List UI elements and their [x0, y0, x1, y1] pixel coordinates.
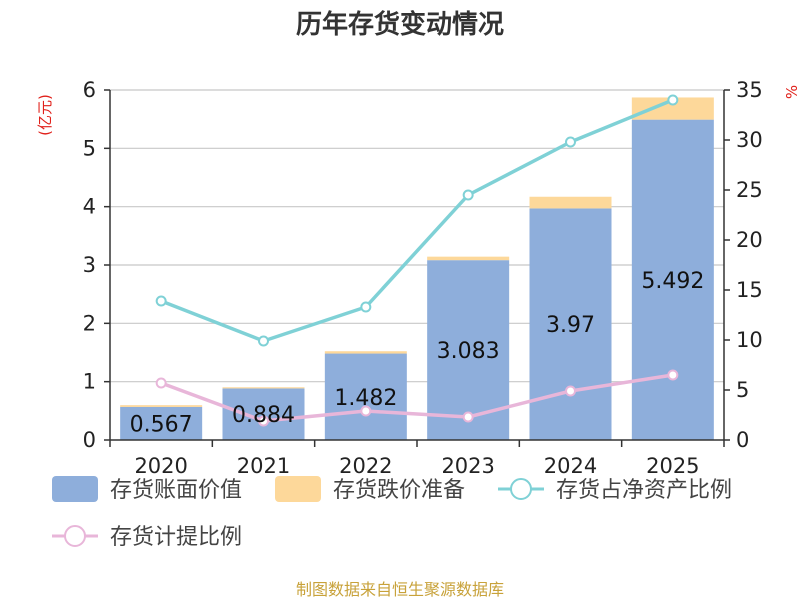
net-asset-ratio-point [360, 301, 372, 313]
bar-data-label: 3.97 [546, 313, 595, 338]
right-tick-label: 15 [736, 278, 763, 302]
x-tick-label: 2025 [646, 454, 699, 478]
right-tick-label: 30 [736, 128, 763, 152]
bar-data-label: 0.884 [232, 403, 295, 428]
legend-provision-ratio[interactable]: 存货计提比例 [52, 525, 242, 550]
legend-book-value[interactable]: 存货账面价值 [52, 476, 242, 503]
left-tick-label: 2 [83, 311, 96, 335]
series-lines [155, 94, 679, 427]
net-asset-ratio-point [667, 94, 679, 106]
legend-swatch-marker [64, 525, 86, 547]
net-asset-ratio-point [258, 335, 269, 347]
left-tick-label: 3 [83, 253, 96, 277]
left-tick-label: 0 [83, 428, 96, 452]
legend-swatch [275, 476, 321, 502]
legend-swatch [52, 476, 98, 502]
left-tick-label: 5 [83, 136, 96, 160]
legend-impairment[interactable]: 存货跌价准备 [275, 476, 465, 503]
right-axis-unit: % [783, 85, 800, 99]
bar-impairment [222, 387, 305, 389]
x-tick-label: 2024 [544, 454, 597, 478]
bar-impairment [427, 256, 510, 261]
left-tick-label: 4 [83, 195, 96, 219]
provision-ratio-point [258, 415, 269, 427]
legend-label: 存货账面价值 [110, 478, 242, 503]
data-labels: 0.567 0.884 1.482 3.083 3.97 5.492 [130, 269, 705, 438]
net-asset-ratio-point [462, 189, 474, 201]
data-source-note: 制图数据来自恒生聚源数据库 [296, 580, 504, 599]
bar-book-value [631, 119, 714, 440]
left-axis-unit: (亿元) [36, 94, 54, 136]
legend-net-asset-ratio[interactable]: 存货占净资产比例 [498, 478, 732, 503]
provision-ratio-point [462, 411, 474, 423]
x-tick-label: 2023 [441, 454, 494, 478]
provision-ratio-line [160, 373, 674, 423]
bar-impairment [631, 97, 714, 120]
legend-label: 存货跌价准备 [333, 478, 465, 503]
legend-label: 存货占净资产比例 [556, 478, 732, 503]
provision-ratio-point [667, 369, 679, 381]
bar-book-value [222, 388, 305, 440]
bars [120, 97, 714, 440]
x-tick-label: 2022 [339, 454, 392, 478]
x-tick-label: 2020 [134, 454, 187, 478]
bar-data-label: 0.567 [130, 412, 193, 437]
left-tick-label: 6 [83, 78, 96, 102]
bar-data-label: 3.083 [437, 339, 500, 364]
bar-impairment [529, 196, 612, 209]
provision-ratio-point [360, 405, 372, 417]
chart-title: 历年存货变动情况 [296, 9, 504, 40]
right-tick-label: 25 [736, 178, 763, 202]
right-tick-label: 10 [736, 328, 763, 352]
bar-book-value [120, 406, 203, 440]
net-asset-ratio-point [565, 136, 576, 148]
right-tick-label: 5 [736, 378, 749, 402]
right-tick-label: 20 [736, 228, 763, 252]
right-tick-label: 0 [736, 428, 749, 452]
net-asset-ratio-line [160, 98, 674, 343]
bar-data-label: 1.482 [334, 386, 397, 411]
legend-label: 存货计提比例 [110, 525, 242, 550]
provision-ratio-point [155, 377, 167, 389]
x-tick-label: 2021 [237, 454, 290, 478]
bar-book-value [529, 208, 612, 440]
legend-swatch-marker [510, 478, 532, 500]
bar-impairment [120, 405, 203, 407]
left-tick-label: 1 [83, 370, 96, 394]
bar-impairment [324, 351, 407, 354]
bar-data-label: 5.492 [641, 269, 704, 294]
net-asset-ratio-point [155, 295, 167, 307]
bar-book-value [324, 353, 407, 440]
right-tick-label: 35 [736, 78, 763, 102]
provision-ratio-point [565, 385, 576, 397]
